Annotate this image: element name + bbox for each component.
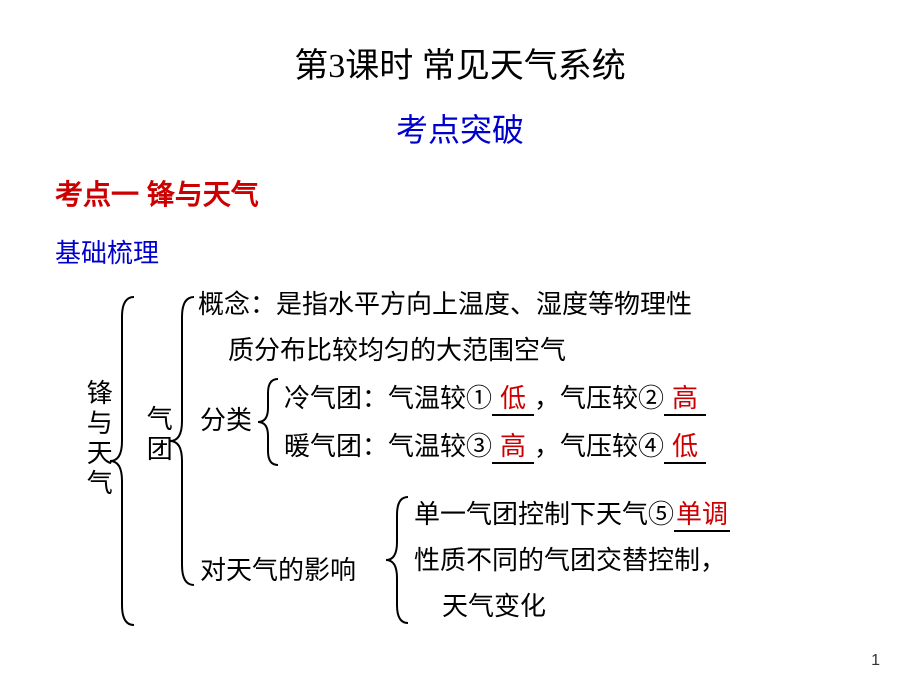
brace-airmass <box>170 297 200 585</box>
airmass-label: 气团 <box>142 405 173 465</box>
concept-line1: 概念：是指水平方向上温度、湿度等物理性 <box>198 289 692 320</box>
root-label: 锋与天气 <box>82 379 113 499</box>
warm-line: 暖气团：气温较③高，气压较④低 <box>284 431 706 464</box>
blank-5: 单调 <box>674 499 730 532</box>
lesson-title: 第3课时 常见天气系统 <box>0 0 920 87</box>
point-heading: 考点一 锋与天气 <box>55 173 920 213</box>
influence-line3: 天气变化 <box>442 591 546 622</box>
brace-root <box>110 297 140 625</box>
blank-1: 低 <box>492 383 534 416</box>
brace-classify <box>258 379 284 465</box>
inf1-pre: 单一气团控制下天气⑤ <box>414 500 674 529</box>
cold-pre: 冷气团：气温较① <box>284 384 492 413</box>
cold-line: 冷气团：气温较①低，气压较②高 <box>284 383 706 416</box>
basic-heading: 基础梳理 <box>55 233 920 270</box>
blank-4: 低 <box>664 431 706 464</box>
influence-line2: 性质不同的气团交替控制， <box>414 545 726 576</box>
blank-3: 高 <box>492 431 534 464</box>
brace-influence <box>386 497 414 623</box>
concept-line2: 质分布比较均匀的大范围空气 <box>228 335 566 366</box>
warm-mid: ，气压较④ <box>534 432 664 461</box>
cold-mid: ，气压较② <box>534 384 664 413</box>
influence-label: 对天气的影响 <box>200 555 356 586</box>
classify-label: 分类 <box>200 405 252 436</box>
influence-line1: 单一气团控制下天气⑤单调 <box>414 499 730 532</box>
warm-pre: 暖气团：气温较③ <box>284 432 492 461</box>
page-number: 1 <box>871 652 880 670</box>
subtitle: 考点突破 <box>0 105 920 151</box>
blank-2: 高 <box>664 383 706 416</box>
